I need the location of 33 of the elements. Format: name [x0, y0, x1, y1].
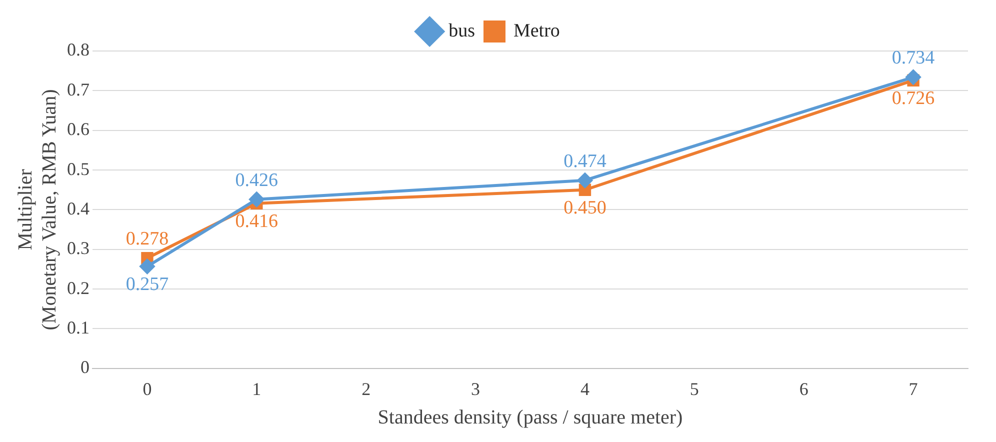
x-tick-label: 4 [580, 378, 590, 399]
legend-label: Metro [513, 20, 560, 42]
data-label: 0.257 [126, 274, 169, 295]
x-tick-label: 5 [690, 378, 699, 399]
point [140, 258, 155, 274]
y-tick-label: 0.5 [67, 158, 90, 179]
data-label: 0.734 [892, 48, 936, 69]
y-tick-label: 0.6 [67, 119, 90, 140]
data-label: 0.278 [126, 228, 169, 250]
legend-label: bus [448, 20, 475, 42]
data-label: 0.426 [235, 170, 278, 191]
point [906, 70, 921, 85]
x-tick-label: 7 [908, 378, 918, 399]
point [249, 192, 264, 207]
data-label: 0.416 [235, 210, 278, 232]
y-tick-label: 0.8 [67, 40, 90, 60]
y-tick-label: 0.1 [67, 317, 90, 338]
x-axis-title: Standees density (pass / square meter) [378, 406, 683, 428]
y-tick-label: 0 [80, 357, 90, 378]
x-tick-label: 2 [362, 378, 371, 399]
y-tick-label: 0.7 [67, 79, 90, 100]
y-axis-title: Multiplier (Monetary Value, RMB Yuan) [14, 89, 60, 330]
y-tick-label: 0.3 [67, 238, 90, 258]
y-tick-label: 0.4 [67, 198, 90, 218]
x-tick-label: 0 [142, 378, 152, 399]
data-label: 0.450 [564, 197, 606, 218]
x-tick-label: 3 [471, 378, 480, 399]
x-tick-label: 1 [252, 378, 262, 399]
x-tick-label: 6 [799, 378, 808, 399]
point [577, 172, 592, 188]
data-label: 0.726 [892, 88, 935, 109]
y-tick-label: 0.2 [67, 278, 90, 298]
data-label: 0.474 [564, 150, 607, 172]
